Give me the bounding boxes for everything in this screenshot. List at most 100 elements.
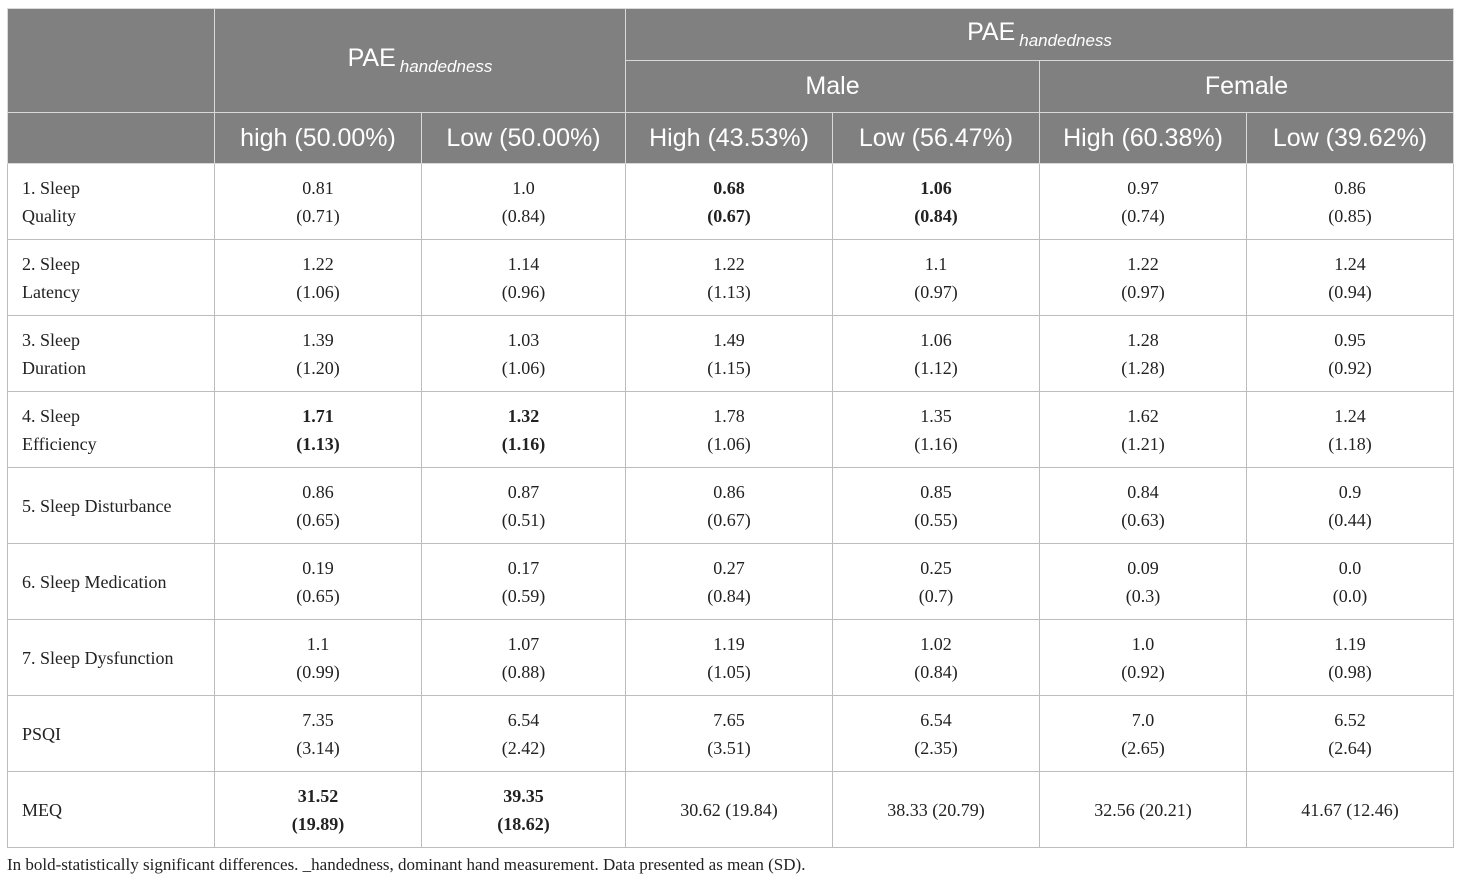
row-label-line: 7. Sleep Dysfunction	[22, 647, 174, 668]
mean-value: 6.52	[1334, 709, 1366, 730]
mean-value: 0.84	[1127, 481, 1159, 502]
row-label-line: PSQI	[22, 723, 62, 744]
sd-value: (1.28)	[1121, 357, 1165, 378]
row-label: PSQI	[7, 695, 215, 772]
table-row: PSQI 7.35 (3.14) 6.54 (2.42) 7.65 (3.51) 6.54 (2…	[7, 695, 1454, 772]
mean-value: 1.19	[713, 633, 745, 654]
value-cell: 0.86 (0.67)	[625, 467, 833, 544]
sd-value: (19.89)	[291, 813, 345, 834]
table-row: MEQ 31.52 (19.89) 39.35 (18.62) 30.62 (19.84)…	[7, 771, 1454, 848]
row-label-line: 3. Sleep	[22, 329, 80, 350]
row-label-line: Duration	[22, 357, 86, 378]
value-cell: 0.87 (0.51)	[421, 467, 626, 544]
sd-value: (0.84)	[914, 205, 958, 226]
pae-gender-header: PAE handedness	[625, 8, 1454, 61]
table-row: 3. Sleep Duration 1.39 (1.20) 1.03 (1.06) 1.49…	[7, 315, 1454, 392]
mean-value: 1.24	[1334, 253, 1366, 274]
value-cell: 1.71 (1.13)	[214, 391, 422, 468]
sd-value: (1.06)	[296, 281, 340, 302]
sd-value: (0.0)	[1332, 585, 1368, 606]
sd-value: (0.84)	[501, 205, 546, 226]
mean-value: 0.68	[713, 177, 745, 198]
mean-value: 41.67 (12.46)	[1301, 799, 1399, 820]
table-footnote: In bold-statistically significant differ…	[7, 855, 806, 874]
value-cell: 30.62 (19.84)	[625, 771, 833, 848]
mean-value: 1.32	[507, 405, 540, 426]
sd-value: (2.35)	[914, 737, 958, 758]
mean-value: 1.49	[713, 329, 745, 350]
value-cell: 1.28 (1.28)	[1039, 315, 1247, 392]
table-row: 6. Sleep Medication 0.19 (0.65) 0.17 (0.59) 0…	[7, 543, 1454, 620]
value-cell: 41.67 (12.46)	[1246, 771, 1454, 848]
sd-value: (0.85)	[1328, 205, 1372, 226]
value-cell: 1.22 (1.06)	[214, 239, 422, 316]
row-label-line: 5. Sleep Disturbance	[22, 495, 172, 516]
sd-value: (0.97)	[914, 281, 958, 302]
sd-value: (0.65)	[296, 585, 340, 606]
sd-value: (1.13)	[296, 433, 340, 454]
sd-value: (3.14)	[296, 737, 340, 758]
row-label-line: Efficiency	[22, 433, 97, 454]
mean-value: 1.1	[306, 633, 330, 654]
mean-value: 0.17	[507, 557, 540, 578]
value-cell: 1.78 (1.06)	[625, 391, 833, 468]
sd-value: (2.42)	[501, 737, 546, 758]
value-cell: 7.35 (3.14)	[214, 695, 422, 772]
col-header: Low (39.62%)	[1246, 112, 1454, 164]
mean-value: 0.0	[1338, 557, 1362, 578]
mean-value: 6.54	[920, 709, 952, 730]
sd-value: (1.06)	[501, 357, 546, 378]
mean-value: 1.35	[920, 405, 952, 426]
value-cell: 1.14 (0.96)	[421, 239, 626, 316]
value-cell: 1.1 (0.97)	[832, 239, 1040, 316]
value-cell: 39.35 (18.62)	[421, 771, 626, 848]
sd-value: (0.51)	[501, 509, 546, 530]
value-cell: 1.02 (0.84)	[832, 619, 1040, 696]
mean-value: 1.0	[512, 177, 535, 198]
results-table: PAE handedness PAE handedness Male Female …	[7, 8, 1454, 848]
value-cell: 1.32 (1.16)	[421, 391, 626, 468]
value-cell: 1.19 (1.05)	[625, 619, 833, 696]
row-label: 2. Sleep Latency	[7, 239, 215, 316]
value-cell: 0.68 (0.67)	[625, 163, 833, 240]
value-cell: 6.54 (2.35)	[832, 695, 1040, 772]
mean-value: 1.22	[713, 253, 745, 274]
mean-value: 1.22	[302, 253, 334, 274]
sd-value: (1.20)	[296, 357, 340, 378]
row-label-line: 1. Sleep	[22, 177, 80, 198]
sd-value: (0.88)	[501, 661, 546, 682]
sd-value: (0.67)	[707, 205, 751, 226]
row-label: 4. Sleep Efficiency	[7, 391, 215, 468]
row-label-line: 6. Sleep Medication	[22, 571, 167, 592]
sd-value: (0.67)	[707, 509, 751, 530]
sd-value: (0.98)	[1328, 661, 1372, 682]
sd-value: (1.06)	[707, 433, 751, 454]
value-cell: 1.0 (0.84)	[421, 163, 626, 240]
sd-value: (0.74)	[1121, 205, 1165, 226]
sd-value: (2.65)	[1121, 737, 1165, 758]
row-label: MEQ	[7, 771, 215, 848]
col-header: High (43.53%)	[625, 112, 833, 164]
mean-value: 1.06	[920, 329, 952, 350]
mean-value: 38.33 (20.79)	[887, 799, 985, 820]
mean-value: 1.24	[1334, 405, 1366, 426]
value-cell: 0.81 (0.71)	[214, 163, 422, 240]
mean-value: 1.71	[302, 405, 334, 426]
value-cell: 1.24 (0.94)	[1246, 239, 1454, 316]
mean-value: 39.35	[503, 785, 544, 806]
value-cell: 0.25 (0.7)	[832, 543, 1040, 620]
table-body: 1. Sleep Quality 0.81 (0.71) 1.0 (0.84) 0.68 (0…	[7, 163, 1454, 848]
value-cell: 0.95 (0.92)	[1246, 315, 1454, 392]
sd-value: (1.16)	[501, 433, 546, 454]
value-cell: 1.0 (0.92)	[1039, 619, 1247, 696]
mean-value: 0.9	[1338, 481, 1362, 502]
mean-value: 1.78	[713, 405, 745, 426]
col-header: Low (50.00%)	[421, 112, 626, 164]
mean-value: 32.56 (20.21)	[1094, 799, 1192, 820]
value-cell: 0.86 (0.85)	[1246, 163, 1454, 240]
row-label: 1. Sleep Quality	[7, 163, 215, 240]
mean-value: 0.19	[302, 557, 334, 578]
sd-value: (0.84)	[914, 661, 958, 682]
mean-value: 0.95	[1334, 329, 1366, 350]
mean-value: 1.02	[920, 633, 952, 654]
